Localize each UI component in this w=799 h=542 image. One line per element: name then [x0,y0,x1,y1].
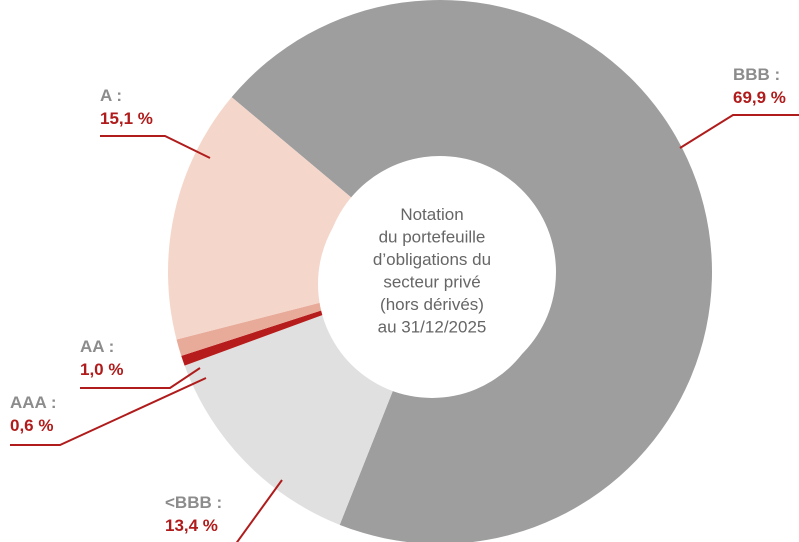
leader-line [100,135,211,159]
leader-line [80,367,201,389]
category-label: <BBB : [165,493,222,512]
leader-line [235,479,283,542]
value-label: 1,0 % [80,360,123,379]
center-text: au 31/12/2025 [378,318,487,337]
donut-segment [167,97,352,340]
value-label: 0,6 % [10,416,53,435]
category-label: BBB : [733,65,780,84]
center-text: secteur privé [383,273,480,292]
value-label: 13,4 % [165,516,218,535]
leader-line [679,114,799,149]
value-label: 15,1 % [100,109,153,128]
donut-segment [184,311,398,525]
value-label: 69,9 % [733,88,786,107]
category-label: AA : [80,337,114,356]
center-text: du portefeuille [379,228,486,247]
donut-segment [231,0,712,542]
leader-line [10,377,207,446]
donut-segment [176,300,330,356]
category-label: A : [100,86,122,105]
center-text: (hors dérivés) [380,295,484,314]
donut-segment [181,307,332,366]
center-text: d’obligations du [373,250,491,269]
center-hole [318,170,546,398]
center-text: Notation [400,205,463,224]
category-label: AAA : [10,393,57,412]
